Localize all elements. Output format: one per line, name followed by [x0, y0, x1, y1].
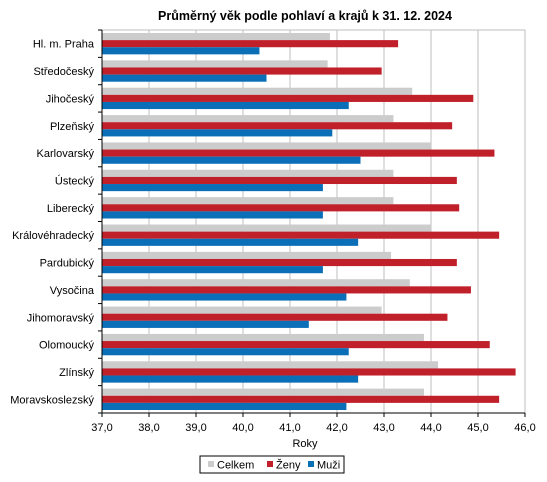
bar--eny-5 — [102, 176, 457, 185]
y-tick-label: Olomoucký — [39, 340, 95, 352]
bar-celkem-0 — [102, 33, 330, 41]
x-tick-label: 41,0 — [279, 422, 300, 434]
bar--eny-0 — [102, 40, 399, 48]
legend-swatch — [267, 461, 273, 467]
chart-title: Průměrný věk podle pohlaví a krajů k 31.… — [158, 9, 452, 23]
bar-celkem-10 — [102, 306, 382, 314]
bar-celkem-13 — [102, 388, 424, 396]
bar--eny-6 — [102, 204, 460, 212]
plot-frame — [101, 29, 526, 414]
bar-celkem-1 — [102, 60, 328, 68]
bar--eny-13 — [102, 395, 500, 403]
y-tick-label: Karlovarský — [37, 148, 95, 160]
bar-mu-i-4 — [102, 156, 361, 164]
x-tick-label: 43,0 — [373, 422, 394, 434]
x-tick-label: 42,0 — [326, 422, 347, 434]
bar-mu-i-7 — [102, 238, 359, 246]
x-tick-labels: 37,0 38,0 39,0 40,0 41,0 42,0 43,0 44,0 45,0 46,0 — [91, 422, 535, 434]
bar-celkem-9 — [102, 279, 410, 287]
bar--eny-12 — [102, 368, 516, 376]
y-tick-labels: Hl. m. Praha Středočeský Jihočeský Plzeňský… — [10, 39, 95, 407]
x-tick-label: 37,0 — [91, 422, 112, 434]
y-tick-label: Hl. m. Praha — [33, 39, 95, 51]
plot-area — [101, 29, 526, 414]
y-tick-label: Jihomoravský — [27, 312, 95, 324]
bar-celkem-2 — [102, 87, 413, 95]
bar-mu-i-9 — [102, 293, 347, 301]
y-tick-label: Vysočina — [50, 285, 95, 297]
bar-celkem-5 — [102, 169, 394, 177]
y-tick-label: Plzeňský — [50, 121, 95, 133]
x-tick-label: 46,0 — [514, 422, 535, 434]
bar-mu-i-13 — [102, 402, 347, 410]
bar-mu-i-2 — [102, 101, 349, 110]
axes — [98, 29, 526, 417]
bar-celkem-7 — [102, 224, 431, 232]
bar-celkem-12 — [102, 361, 439, 369]
x-tick-label: 45,0 — [467, 422, 488, 434]
bar-mu-i-8 — [102, 266, 323, 274]
bar-mu-i-1 — [102, 74, 267, 82]
x-tick-label: 38,0 — [138, 422, 159, 434]
bar-celkem-8 — [102, 251, 392, 259]
bar--eny-9 — [102, 286, 471, 294]
y-tick-label: Jihočeský — [46, 93, 95, 105]
bar-mu-i-6 — [102, 211, 323, 219]
bar-mu-i-3 — [102, 129, 333, 137]
y-tick-label: Zlínský — [59, 367, 94, 379]
bar-celkem-4 — [102, 142, 431, 150]
bar-mu-i-11 — [102, 348, 349, 356]
bar--eny-7 — [102, 231, 500, 239]
bar-celkem-3 — [102, 115, 394, 123]
bar-celkem-11 — [102, 333, 424, 342]
bars — [102, 33, 516, 410]
bar--eny-10 — [102, 313, 448, 321]
y-tick-label: Ústecký — [55, 174, 95, 187]
legend-label: Ženy — [276, 459, 301, 472]
legend-swatch — [308, 461, 314, 467]
y-tick-label: Pardubický — [40, 258, 95, 270]
y-tick-label: Liberecký — [47, 203, 95, 215]
y-tick-label: Královéhradecký — [12, 230, 94, 242]
x-tick-label: 40,0 — [232, 422, 253, 434]
x-tick-label: 44,0 — [420, 422, 441, 434]
legend: Celkem Ženy Muži — [199, 455, 345, 474]
bar--eny-3 — [102, 122, 453, 130]
legend-label: Celkem — [217, 460, 254, 472]
bar-mu-i-10 — [102, 320, 309, 328]
x-axis-label: Roky — [292, 438, 318, 450]
bar-celkem-6 — [102, 197, 394, 205]
legend-label: Muži — [317, 460, 340, 472]
bar-mu-i-12 — [102, 375, 359, 383]
bar-mu-i-5 — [102, 184, 323, 192]
bar--eny-8 — [102, 258, 457, 267]
x-tick-label: 39,0 — [185, 422, 206, 434]
bar--eny-2 — [102, 94, 474, 102]
y-tick-label: Moravskoslezský — [10, 394, 94, 406]
bar--eny-4 — [102, 149, 495, 157]
bar-mu-i-0 — [102, 47, 260, 55]
legend-swatch — [208, 461, 214, 467]
y-tick-label: Středočeský — [33, 66, 94, 78]
bar--eny-11 — [102, 341, 490, 349]
bar--eny-1 — [102, 67, 382, 75]
